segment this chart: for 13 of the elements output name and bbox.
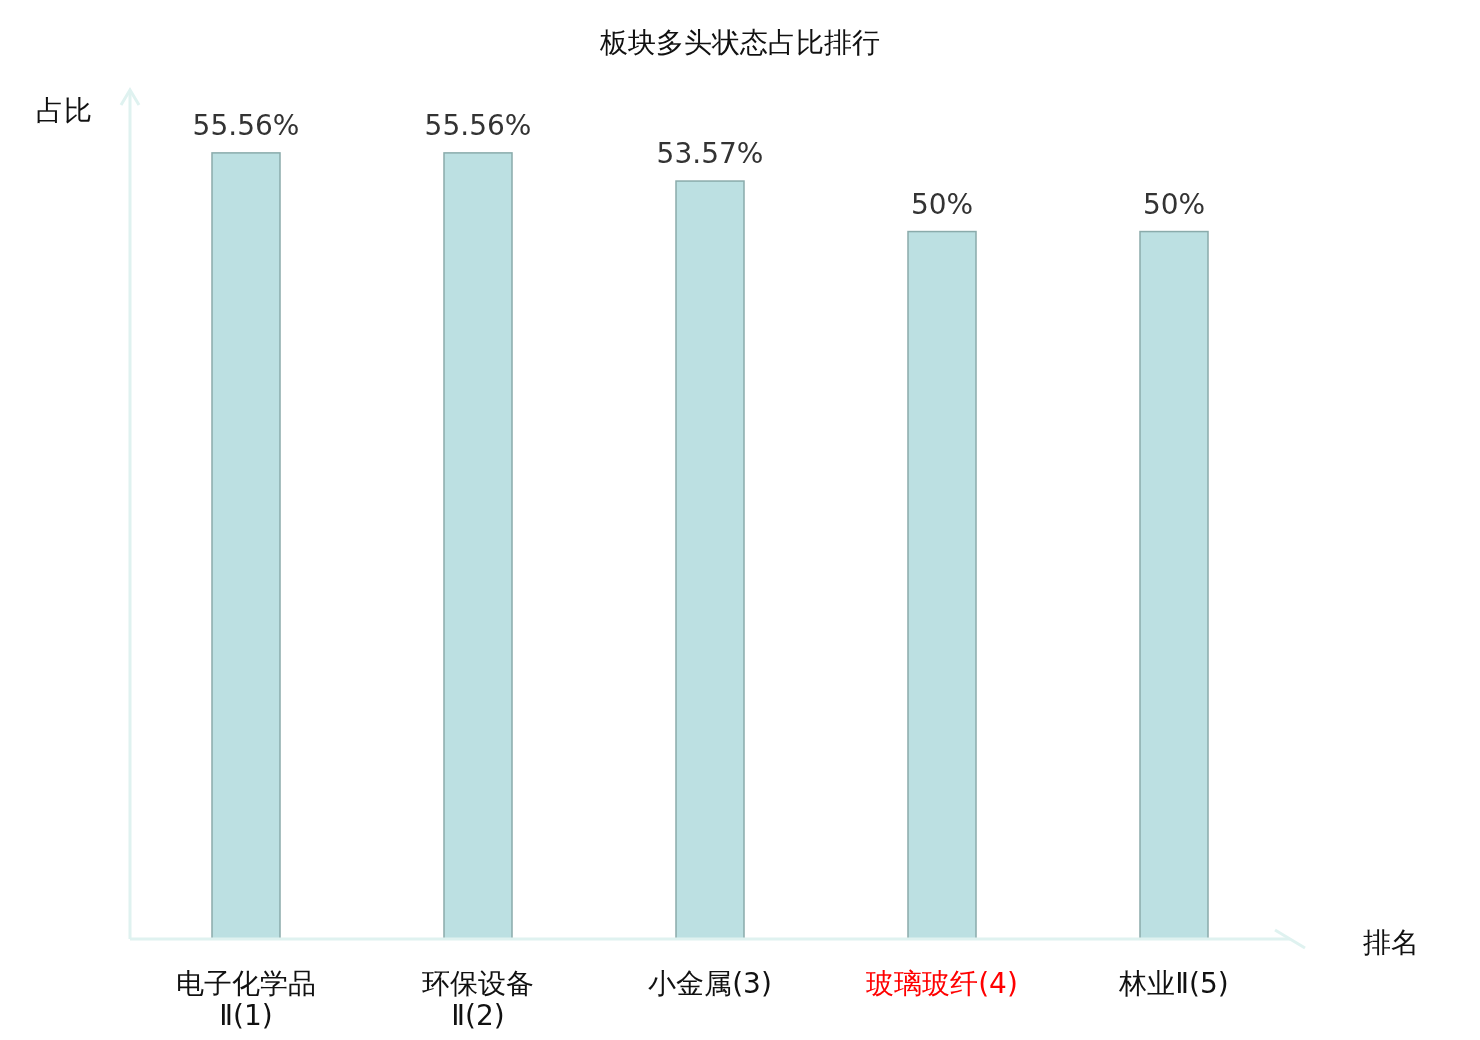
x-axis-title: 排名 [1363, 926, 1419, 959]
data-label: 50% [1142, 187, 1206, 221]
y-axis-title: 占比 [36, 94, 92, 127]
x-tick-label: 电子化学品Ⅱ(1) [176, 967, 316, 1032]
x-tick-label: 小金属(3) [648, 967, 772, 1000]
data-label: 55.56% [192, 108, 300, 142]
x-tick-label: 林业Ⅱ(5) [1118, 967, 1229, 1000]
data-label: 53.57% [656, 137, 764, 171]
chart-title: 板块多头状态占比排行 [599, 26, 880, 59]
x-tick-label: 环保设备Ⅱ(2) [422, 967, 534, 1032]
data-label: 55.56% [424, 108, 532, 142]
data-label: 50% [910, 187, 974, 221]
x-tick-label: 玻璃玻纤(4) [866, 967, 1018, 1000]
